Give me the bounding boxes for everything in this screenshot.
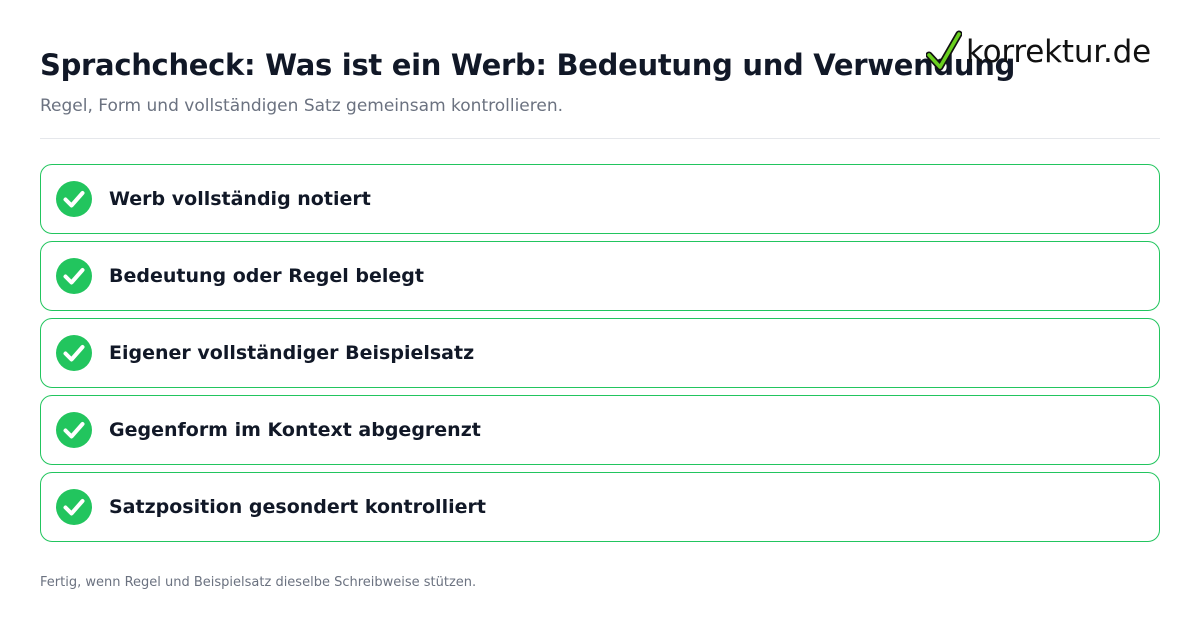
check-mark-icon (926, 30, 962, 71)
check-circle-icon (56, 489, 92, 525)
checklist-item: Bedeutung oder Regel belegt (40, 241, 1160, 311)
checklist-item: Satzposition gesondert kontrolliert (40, 472, 1160, 542)
checklist-item: Werb vollständig notiert (40, 164, 1160, 234)
check-circle-icon (56, 181, 92, 217)
checklist-item-label: Werb vollständig notiert (109, 188, 371, 210)
checklist: Werb vollständig notiert Bedeutung oder … (40, 164, 1160, 542)
brand-logo: korrektur.de (926, 30, 1151, 74)
check-circle-icon (56, 258, 92, 294)
checklist-item-label: Eigener vollständiger Beispielsatz (109, 342, 475, 364)
checklist-item-label: Satzposition gesondert kontrolliert (109, 496, 486, 518)
checklist-item-label: Bedeutung oder Regel belegt (109, 265, 424, 287)
header-divider (40, 138, 1160, 139)
page-title: Sprachcheck: Was ist ein Werb: Bedeutung… (40, 48, 1016, 82)
checklist-item: Gegenform im Kontext abgegrenzt (40, 395, 1160, 465)
check-circle-icon (56, 335, 92, 371)
brand-name: korrektur.de (966, 34, 1152, 70)
checklist-item-label: Gegenform im Kontext abgegrenzt (109, 419, 481, 441)
check-circle-icon (56, 412, 92, 448)
page-subtitle: Regel, Form und vollständigen Satz gemei… (40, 96, 564, 116)
footer-note: Fertig, wenn Regel und Beispielsatz dies… (40, 575, 477, 590)
checklist-item: Eigener vollständiger Beispielsatz (40, 318, 1160, 388)
